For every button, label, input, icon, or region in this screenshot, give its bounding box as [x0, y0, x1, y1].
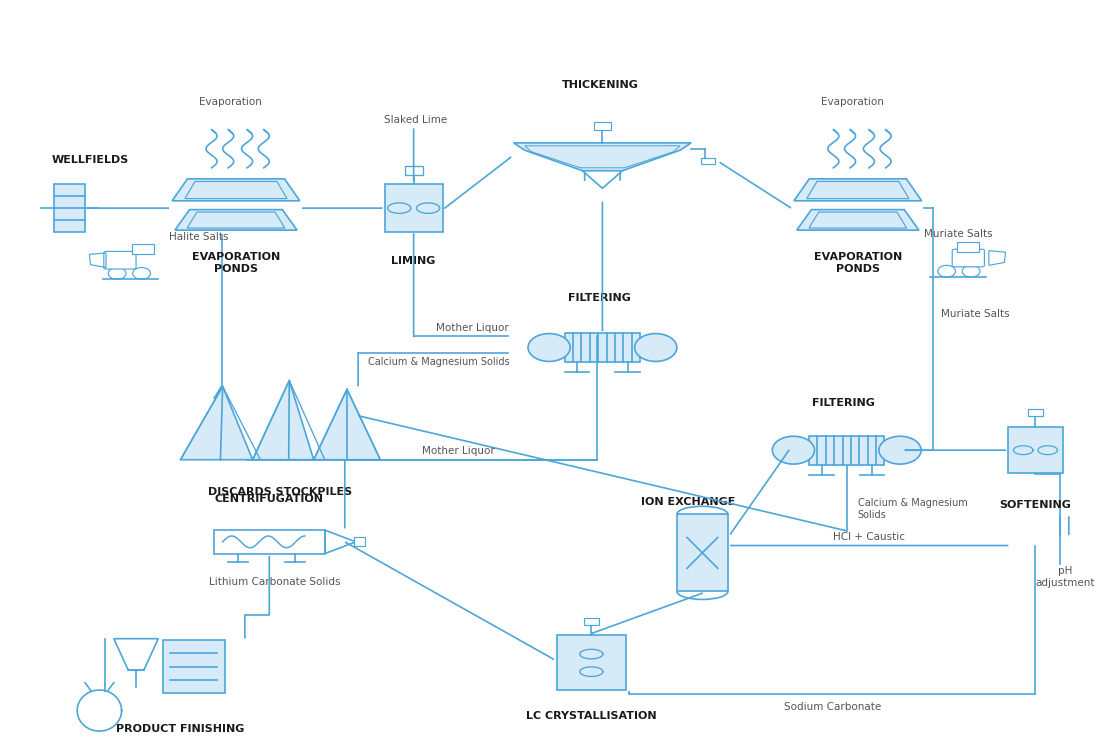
Text: THICKENING: THICKENING	[561, 80, 638, 90]
Bar	[163, 640, 224, 693]
Text: Sodium Carbonate: Sodium Carbonate	[783, 702, 881, 712]
Polygon shape	[175, 210, 297, 230]
Circle shape	[879, 436, 921, 464]
Bar	[676, 514, 728, 591]
Text: WELLFIELDS: WELLFIELDS	[51, 155, 128, 166]
Bar	[809, 435, 885, 465]
Polygon shape	[513, 143, 691, 171]
Text: PRODUCT FINISHING: PRODUCT FINISHING	[116, 724, 244, 734]
Text: CENTRIFUGATION: CENTRIFUGATION	[214, 494, 324, 504]
Text: Evaporation: Evaporation	[199, 97, 262, 107]
Polygon shape	[172, 179, 300, 201]
Text: ION EXCHANGE: ION EXCHANGE	[642, 497, 735, 506]
Text: Mother Liquor: Mother Liquor	[422, 446, 494, 456]
Circle shape	[772, 436, 815, 464]
Text: DISCARDS STOCKPILES: DISCARDS STOCKPILES	[209, 487, 353, 497]
Bar	[1028, 409, 1043, 417]
Bar	[557, 636, 626, 690]
Text: EVAPORATION
PONDS: EVAPORATION PONDS	[192, 252, 280, 274]
Text: Evaporation: Evaporation	[821, 97, 884, 107]
Text: FILTERING: FILTERING	[812, 398, 875, 407]
FancyBboxPatch shape	[952, 249, 984, 267]
Text: FILTERING: FILTERING	[568, 293, 631, 303]
Text: Lithium Carbonate Solids: Lithium Carbonate Solids	[209, 577, 340, 588]
Bar	[214, 530, 325, 554]
Text: pH
adjustment: pH adjustment	[1036, 566, 1095, 588]
Text: Halite Salts: Halite Salts	[170, 233, 229, 242]
Bar	[956, 242, 979, 252]
Text: Mother Liquor: Mother Liquor	[435, 323, 508, 333]
Text: SOFTENING: SOFTENING	[1000, 500, 1071, 510]
Circle shape	[635, 333, 676, 361]
Bar	[565, 333, 641, 362]
Bar	[1008, 427, 1064, 473]
Polygon shape	[793, 179, 922, 201]
Bar	[132, 244, 154, 254]
Text: LC CRYSTALLISATION: LC CRYSTALLISATION	[526, 711, 656, 721]
Text: Muriate Salts: Muriate Salts	[924, 229, 993, 239]
Bar	[354, 537, 365, 546]
FancyBboxPatch shape	[104, 251, 136, 269]
Polygon shape	[797, 210, 918, 230]
Text: Slaked Lime: Slaked Lime	[384, 115, 448, 125]
Text: Calcium & Magnesium Solids: Calcium & Magnesium Solids	[368, 357, 509, 367]
Text: HCl + Caustic: HCl + Caustic	[833, 532, 905, 542]
Circle shape	[528, 333, 570, 361]
Bar	[385, 184, 443, 232]
Text: LIMING: LIMING	[392, 256, 436, 266]
Polygon shape	[181, 381, 381, 460]
Text: EVAPORATION
PONDS: EVAPORATION PONDS	[814, 252, 902, 274]
Bar	[584, 618, 599, 625]
Bar	[54, 184, 85, 232]
Bar	[594, 123, 612, 129]
Bar	[701, 157, 714, 164]
Bar	[405, 166, 423, 174]
Text: Muriate Salts: Muriate Salts	[941, 310, 1010, 319]
Text: Calcium & Magnesium
Solids: Calcium & Magnesium Solids	[858, 498, 968, 520]
